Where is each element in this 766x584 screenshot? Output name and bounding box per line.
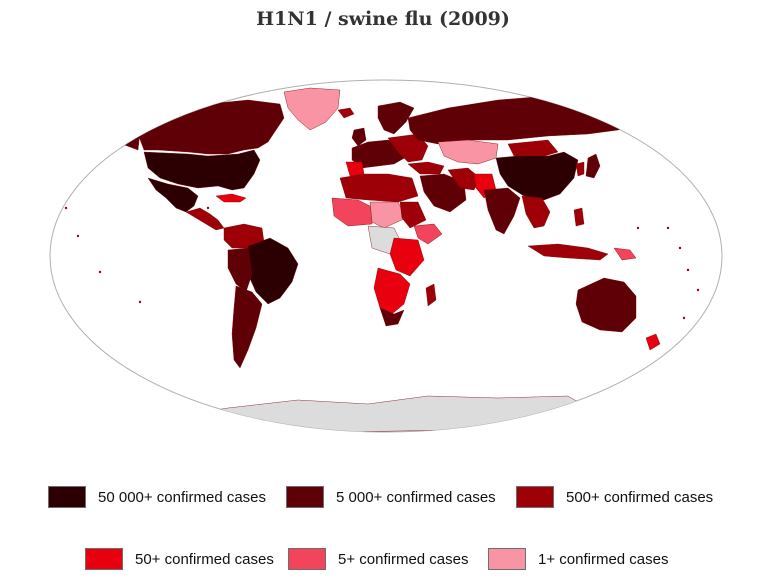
region-sahel — [369, 201, 407, 229]
region-australia — [575, 277, 637, 333]
legend-swatch — [516, 486, 554, 508]
legend-item-5000: 5 000+ confirmed cases — [286, 483, 496, 511]
region-greenland — [283, 87, 341, 131]
region-southeast-asia — [521, 195, 551, 229]
region-caribbean — [215, 193, 247, 203]
island-markers — [64, 206, 700, 320]
legend-swatch — [288, 548, 326, 570]
world-map — [49, 79, 723, 433]
legend-label: 1+ confirmed cases — [538, 550, 669, 568]
region-southern-africa — [373, 267, 411, 315]
region-canada — [131, 99, 285, 155]
legend-swatch — [48, 486, 86, 508]
region-japan — [585, 153, 601, 179]
region-argentina-chile — [231, 285, 263, 369]
region-papua — [613, 247, 637, 261]
region-india — [483, 187, 521, 235]
region-turkey — [407, 161, 445, 175]
map-title: H1N1 / swine flu (2009) — [256, 8, 510, 30]
legend-label: 5+ confirmed cases — [338, 550, 469, 568]
legend-swatch — [488, 548, 526, 570]
region-alaska — [107, 113, 141, 151]
watermark: Hinabian — [312, 272, 364, 287]
region-south-africa — [379, 307, 405, 327]
region-kazakhstan — [437, 139, 499, 165]
region-sudan — [399, 201, 427, 229]
legend-item-5: 5+ confirmed cases — [288, 545, 468, 573]
legend-label: 50+ confirmed cases — [135, 550, 274, 568]
region-north-africa — [339, 173, 419, 203]
region-brazil — [247, 237, 299, 305]
region-west-africa — [331, 197, 375, 227]
region-scandinavia — [377, 101, 415, 135]
region-iceland — [337, 107, 355, 119]
region-china — [495, 151, 579, 201]
legend-label: 5 000+ confirmed cases — [336, 488, 496, 506]
region-middle-east — [419, 173, 467, 213]
legend-swatch — [85, 548, 123, 570]
legend-item-500: 500+ confirmed cases — [516, 483, 713, 511]
region-east-africa — [389, 237, 425, 277]
legend-item-50000: 50 000+ confirmed cases — [48, 483, 266, 511]
legend-label: 50 000+ confirmed cases — [98, 488, 267, 506]
region-usa — [143, 149, 261, 191]
region-mongolia — [507, 139, 559, 159]
region-new-zealand — [645, 333, 661, 351]
region-madagascar — [425, 283, 437, 307]
region-korea — [575, 161, 585, 177]
region-indonesia — [527, 243, 609, 261]
legend-swatch — [286, 486, 324, 508]
region-ethiopia — [413, 223, 443, 245]
region-uk — [351, 127, 367, 147]
legend-label: 500+ confirmed cases — [566, 488, 714, 506]
region-philippines — [573, 207, 585, 227]
legend-item-1: 1+ confirmed cases — [488, 545, 668, 573]
region-mexico — [147, 177, 199, 213]
legend-item-50: 50+ confirmed cases — [85, 545, 274, 573]
